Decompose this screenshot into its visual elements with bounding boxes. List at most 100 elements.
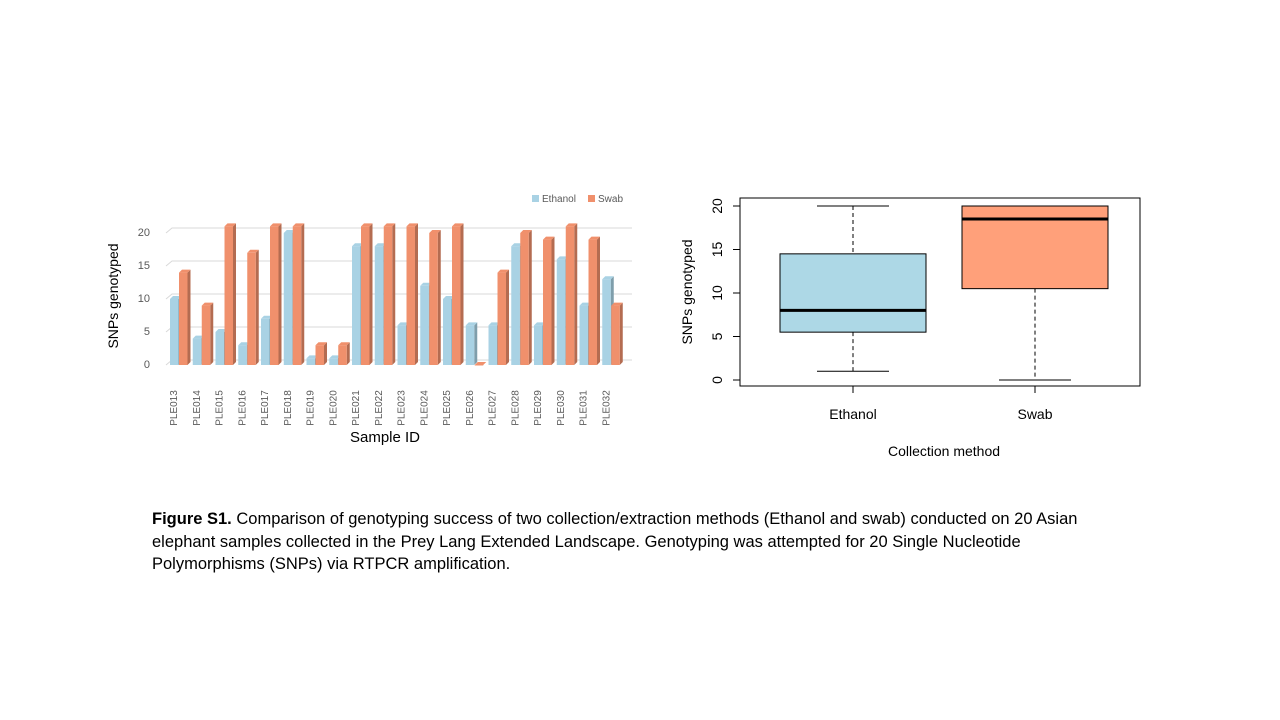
bar-chart-x-ticks: PLE013 PLE014 PLE015 PLE016 PLE017 PLE018 PLE0… — [169, 390, 612, 426]
bar-top — [224, 223, 236, 227]
bar-front — [611, 305, 620, 365]
bar-chart-x-axis-label: Sample ID — [350, 429, 420, 446]
bar-x-tick-label: PLE022 — [374, 390, 385, 426]
bar-front — [338, 345, 347, 365]
box-y-tick-label: 0 — [709, 376, 725, 384]
bar-side — [392, 223, 396, 365]
bar-x-tick-label: PLE031 — [579, 390, 590, 426]
bar-swab-PLE026 — [474, 362, 487, 366]
bar-x-tick-label: PLE030 — [556, 390, 567, 426]
legend-swatch-swab — [588, 195, 595, 202]
box-plot-y-ticks: 0 5 10 15 20 — [709, 198, 741, 384]
bar-gridline — [165, 293, 632, 300]
bar-swab-PLE019 — [315, 342, 327, 365]
bar-front — [283, 233, 293, 365]
bar-top — [579, 302, 591, 306]
legend-swatch-ethanol — [532, 195, 539, 202]
bar-front — [420, 285, 429, 365]
bar-top — [283, 230, 296, 233]
bar-front — [352, 246, 361, 365]
bar-side — [528, 230, 532, 365]
legend-label-ethanol: Ethanol — [542, 194, 576, 205]
bar-side — [460, 223, 464, 365]
box-plot-boxes — [779, 205, 1109, 381]
bar-front — [261, 318, 270, 365]
bar-x-tick-label: PLE017 — [260, 390, 271, 426]
bar-top — [352, 243, 364, 247]
bar-top — [420, 282, 432, 286]
legend-label-swab: Swab — [598, 194, 623, 205]
bar-x-tick-label: PLE015 — [215, 390, 226, 426]
bar-front — [306, 358, 315, 365]
bar-top — [556, 256, 569, 260]
box-y-tick-label: 15 — [709, 242, 725, 258]
bar-front — [179, 272, 188, 365]
bar-swab-PLE015 — [224, 223, 236, 365]
bar-front — [215, 332, 224, 365]
bar-front — [270, 226, 279, 365]
bar-top — [443, 296, 455, 299]
bar-side — [597, 236, 600, 365]
bar-front — [602, 279, 611, 365]
bar-top — [338, 342, 350, 346]
bar-front — [315, 345, 324, 365]
bar-top — [611, 302, 623, 306]
box-y-tick-label: 5 — [709, 332, 725, 340]
bar-x-tick-label: PLE024 — [419, 390, 430, 426]
bar-top — [534, 322, 546, 326]
box-y-tick-label: 20 — [709, 198, 725, 214]
bar-x-tick-label: PLE018 — [283, 390, 294, 426]
bar-top — [170, 296, 182, 299]
bar-swab-PLE031 — [588, 236, 600, 365]
bar-chart-legend: Ethanol Swab — [532, 194, 623, 205]
bar-top — [261, 315, 273, 319]
bar-side — [278, 223, 282, 365]
bar-front — [224, 226, 233, 365]
bar-top — [465, 322, 478, 326]
bar-side — [506, 269, 509, 365]
bar-top — [315, 342, 327, 346]
bar-swab-PLE016 — [247, 249, 259, 365]
bar-x-tick-label: PLE020 — [328, 390, 339, 426]
box-plot-frame — [739, 197, 1141, 387]
box-iqr — [779, 253, 927, 333]
bar-top — [397, 322, 409, 326]
bar-y-tick-label: 0 — [144, 359, 150, 371]
bar-front — [534, 325, 543, 365]
bar-x-tick-label: PLE016 — [237, 390, 248, 426]
bar-front — [579, 305, 588, 365]
bar-swab-PLE022 — [383, 223, 396, 365]
bar-swab-PLE024 — [429, 230, 441, 365]
bar-swab-PLE021 — [361, 223, 373, 365]
bar-chart-gridlines — [165, 227, 632, 366]
box-plot-x-axis-label: Collection method — [888, 443, 1000, 459]
bar-side — [210, 302, 214, 365]
bar-front — [247, 252, 256, 365]
bar-top — [306, 355, 318, 359]
bar-top — [383, 223, 396, 227]
bar-swab-PLE020 — [338, 342, 350, 365]
bar-front — [556, 259, 566, 365]
bar-side — [551, 236, 555, 365]
bar-front — [520, 233, 529, 365]
bar-swab-PLE029 — [543, 236, 555, 365]
box-plot-x-ticks: Ethanol Swab — [829, 385, 1053, 422]
bar-top — [520, 230, 532, 233]
bar-front — [361, 226, 370, 365]
bar-top — [543, 236, 555, 240]
bar-front — [488, 325, 497, 365]
bar-top — [406, 223, 418, 227]
bar-swab-PLE028 — [520, 230, 532, 365]
bar-side — [346, 342, 350, 365]
bar-x-tick-label: PLE023 — [397, 390, 408, 426]
bar-top — [179, 269, 191, 273]
box-x-tick-label: Swab — [1017, 406, 1052, 422]
bar-front — [329, 358, 338, 365]
bar-swab-PLE014 — [201, 302, 214, 365]
bar-side — [437, 230, 441, 365]
bar-top — [488, 322, 500, 326]
bar-side — [574, 223, 578, 365]
bar-swab-PLE030 — [565, 223, 578, 365]
box-swab — [961, 205, 1109, 381]
